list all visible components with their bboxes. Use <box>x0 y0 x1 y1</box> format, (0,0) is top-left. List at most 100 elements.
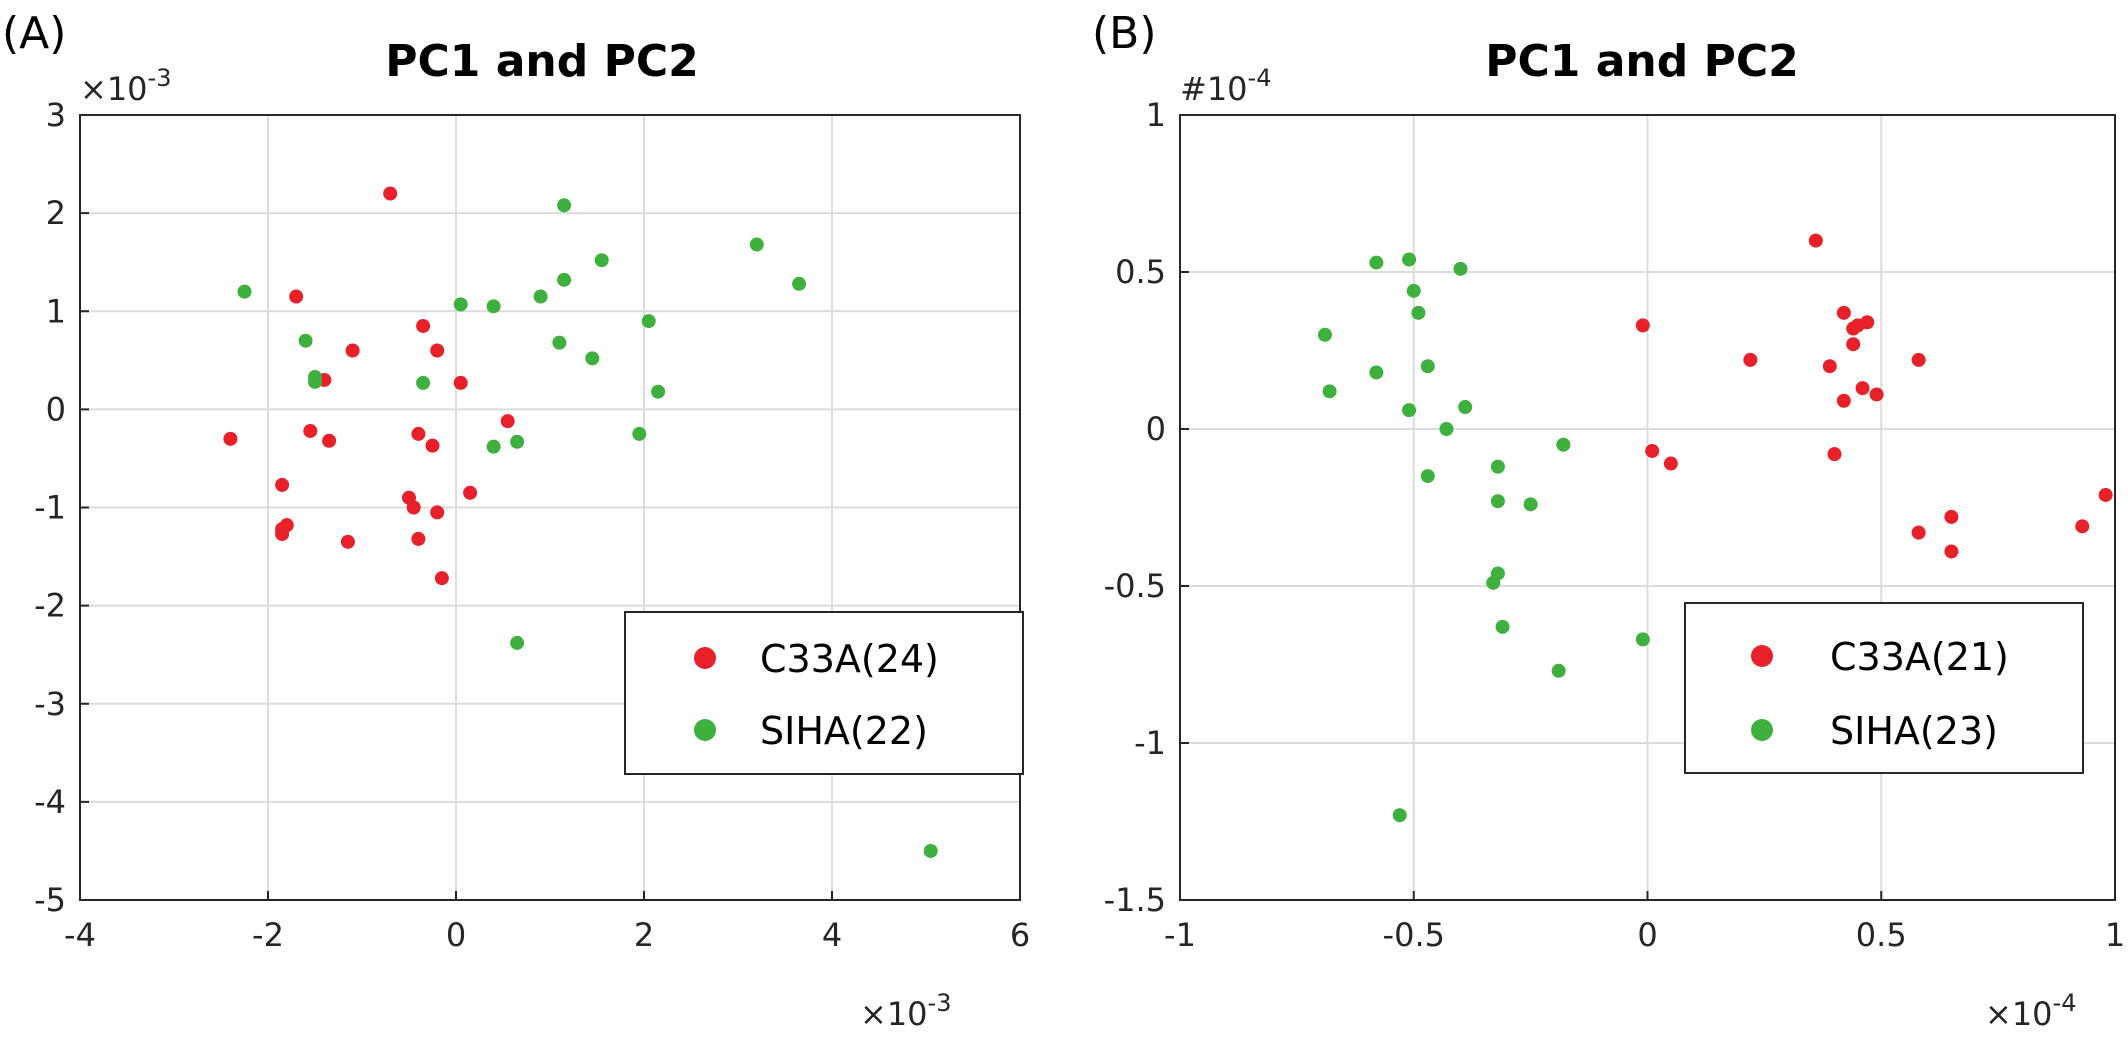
panel-a-x-tick-label: -4 <box>64 916 96 954</box>
panel-a-y-tick-label: 2 <box>46 194 66 232</box>
panel-b-x-tick-label: 1 <box>2105 916 2125 954</box>
panel-a-point-c33a <box>340 534 355 549</box>
panel-a-point-siha <box>533 289 548 304</box>
panel-b-point-siha <box>1635 632 1650 647</box>
panel-b-legend-box <box>1684 602 2084 774</box>
panel-b-point-siha <box>1551 663 1566 678</box>
panel-a-point-c33a <box>425 438 440 453</box>
panel-a-point-siha <box>641 314 656 329</box>
panel-b-point-siha <box>1453 261 1468 276</box>
panel-a-point-siha <box>632 426 647 441</box>
panel-b-point-c33a <box>1822 359 1837 374</box>
panel-a-point-c33a <box>303 423 318 438</box>
panel-a-point-siha <box>486 439 501 454</box>
panel-b-point-siha <box>1420 469 1435 484</box>
panel-b-legend: C33A(21) SIHA(23) <box>1684 602 2084 774</box>
panel-a-point-siha <box>749 237 764 252</box>
panel-a-point-c33a <box>322 433 337 448</box>
panel-a-point-c33a <box>463 485 478 500</box>
panel-b-point-siha <box>1495 619 1510 634</box>
panel-b-point-c33a <box>1836 305 1851 320</box>
panel-a-point-siha <box>416 375 431 390</box>
panel-a-point-siha <box>923 843 938 858</box>
panel-b-x-tick-label: 0.5 <box>1856 916 1907 954</box>
panel-a-point-c33a <box>289 289 304 304</box>
panel-a-point-siha <box>792 276 807 291</box>
panel-b-y-tick-label: -0.5 <box>1104 567 1166 605</box>
panel-a-point-siha <box>557 272 572 287</box>
panel-a-point-c33a <box>416 318 431 333</box>
panel-b-point-c33a <box>1663 456 1678 471</box>
panel-b-x-tick-label: -1 <box>1164 916 1196 954</box>
panel-b-point-c33a <box>1860 315 1875 330</box>
panel-a-point-c33a <box>406 500 421 515</box>
panel-b-y-exponent: #10-4 <box>1180 64 1271 108</box>
panel-b-point-siha <box>1458 400 1473 415</box>
panel-b-point-siha <box>1402 403 1417 418</box>
panel-a-point-siha <box>510 635 525 650</box>
panel-a-point-c33a <box>430 505 445 520</box>
panel-a-x-exponent: ×10-3 <box>860 989 951 1033</box>
panel-b-point-siha <box>1556 437 1571 452</box>
panel-a-y-tick-label: 1 <box>46 292 66 330</box>
panel-b-point-c33a <box>1944 509 1959 524</box>
panel-a-point-siha <box>453 297 468 312</box>
panel-b-point-c33a <box>1869 387 1884 402</box>
panel-b-point-c33a <box>1855 381 1870 396</box>
panel-b-y-tick-label: -1 <box>1134 724 1166 762</box>
panel-a-point-siha <box>308 374 322 389</box>
panel-a-point-siha <box>585 351 600 366</box>
panel-b-point-c33a <box>1827 447 1842 462</box>
panel-a-point-siha <box>237 284 252 299</box>
panel-b-label: (B) <box>1092 8 1157 59</box>
panel-a-point-c33a <box>430 343 445 358</box>
panel-b-point-siha <box>1523 497 1538 512</box>
panel-b-point-c33a <box>1645 443 1660 458</box>
panel-a-label: (A) <box>2 8 66 59</box>
panel-a-y-tick-label: -3 <box>34 685 66 723</box>
panel-a-y-tick-label: 3 <box>46 96 66 134</box>
panel-a-legend-marker-c33a <box>694 647 716 669</box>
panel-b-point-siha <box>1406 283 1421 298</box>
panel-a-legend: C33A(24) SIHA(22) <box>624 611 1024 775</box>
panel-b-legend-marker-c33a <box>1751 645 1773 667</box>
panel-a-point-c33a <box>500 414 515 429</box>
panel-b-point-c33a <box>2098 487 2113 502</box>
panel-a-y-tick-label: 0 <box>46 390 66 428</box>
panel-a-point-c33a <box>223 431 238 446</box>
panel-a-legend-box <box>624 611 1024 775</box>
panel-b-point-siha <box>1402 252 1417 267</box>
panel-b-point-siha <box>1490 494 1505 509</box>
panel-b-point-siha <box>1322 384 1337 399</box>
panel-b-point-c33a <box>1846 337 1861 352</box>
panel-b: (B) PC1 and PC2 -1 -0.5 0 0.5 1-1.5-1-0.500.… <box>1092 8 2125 1033</box>
panel-a-point-siha <box>557 198 572 213</box>
panel-b-point-c33a <box>1836 393 1851 408</box>
panel-b-title: PC1 and PC2 <box>1485 36 1798 87</box>
panel-a-y-tick-label: -1 <box>34 489 66 527</box>
panel-a-x-tick-label: 0 <box>446 916 466 954</box>
panel-a-legend-label-c33a: C33A(24) <box>760 637 939 681</box>
panel-b-point-siha <box>1392 808 1407 823</box>
panel-b-point-c33a <box>2075 519 2090 534</box>
panel-b-point-siha <box>1486 575 1501 590</box>
panel-a-point-siha <box>552 335 567 350</box>
panel-b-point-siha <box>1420 359 1435 374</box>
panel-a-point-siha <box>651 384 666 399</box>
panel-a-point-c33a <box>411 426 426 441</box>
panel-a-legend-label-siha: SIHA(22) <box>760 709 928 753</box>
panel-b-point-c33a <box>1911 525 1926 540</box>
panel-b-x-tick-label: -0.5 <box>1383 916 1445 954</box>
panel-b-y-tick-label: 0 <box>1146 410 1166 448</box>
panel-b-point-siha <box>1317 327 1332 342</box>
panel-b-y-tick-label: -1.5 <box>1104 881 1166 919</box>
panel-b-x-exponent: ×10-4 <box>1985 989 2076 1033</box>
panel-b-point-siha <box>1439 422 1454 436</box>
panel-a-y-exponent: ×10-3 <box>80 64 171 108</box>
panel-a-y-tick-label: -4 <box>34 783 66 821</box>
panel-a-point-c33a <box>275 526 290 541</box>
panel-b-x-tick-label: 0 <box>1637 916 1657 954</box>
panel-b-point-siha <box>1369 365 1384 380</box>
